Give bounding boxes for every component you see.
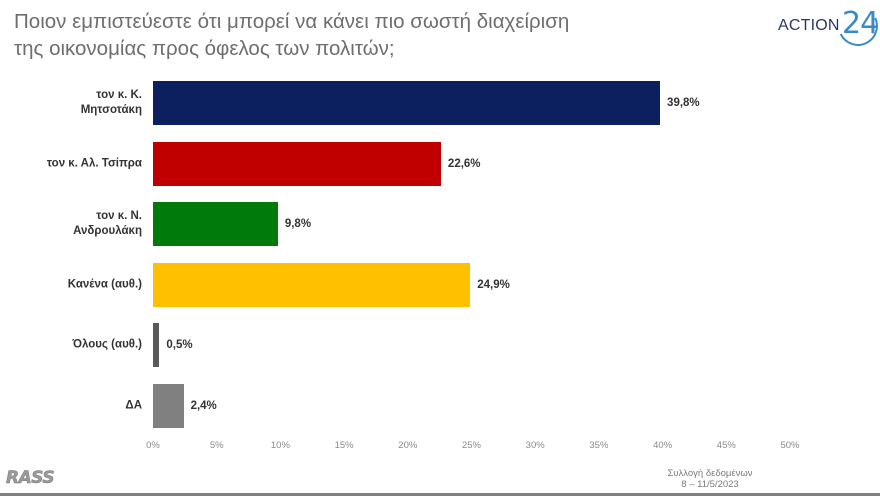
bar-row: Όλους (αυθ.) 0,5% [0, 323, 880, 367]
x-tick: 25% [461, 440, 482, 451]
category-label: ΔΑ [125, 399, 142, 412]
category-label: τον κ. Κ. Μητσοτάκη [80, 89, 142, 116]
category-label: Κανένα (αυθ.) [67, 278, 142, 291]
data-collection-label: Συλλογή δεδομένων [667, 468, 753, 479]
value-label: 9,8% [284, 218, 312, 230]
value-label: 24,9% [477, 279, 510, 291]
x-axis: 0% 5% 10% 15% 20% 25% 30% 35% 40% 45% 50… [0, 440, 880, 454]
x-tick: 20% [398, 440, 418, 451]
category-label: Όλους (αυθ.) [72, 338, 142, 351]
bar-row: τον κ. Κ. Μητσοτάκη 39,8% [0, 81, 880, 125]
bar-row: ΔΑ 2,4% [0, 384, 880, 428]
bar [153, 81, 661, 125]
action24-logo: ACTION 24 [778, 0, 880, 52]
chart-title-line-2: της οικονομίας προς όφελος των πολιτών; [14, 37, 395, 60]
value-label: 22,6% [447, 158, 481, 170]
bar-row: Κανένα (αυθ.) 24,9% [0, 263, 880, 307]
x-tick: 35% [589, 440, 609, 451]
bar-row: τον κ. Ν. Ανδρουλάκη 9,8% [0, 202, 880, 246]
bar [153, 263, 471, 307]
x-tick: 40% [653, 440, 673, 451]
value-label: 0,5% [166, 339, 193, 351]
x-tick: 45% [716, 440, 736, 451]
category-label: τον κ. Αλ. Τσίπρα [46, 157, 142, 170]
x-tick: 15% [334, 440, 354, 451]
value-label: 2,4% [190, 400, 217, 412]
bar-row: τον κ. Αλ. Τσίπρα 22,6% [0, 142, 880, 186]
logo-word: ACTION [778, 17, 840, 34]
x-tick: 30% [525, 440, 545, 451]
bar [153, 323, 160, 367]
data-collection-dates: 8 – 11/5/2023 [681, 479, 739, 490]
bar [153, 202, 278, 246]
bar [153, 142, 441, 186]
chart-title: Ποιον εμπιστεύεστε ότι μπορεί να κάνει π… [14, 8, 674, 62]
chart-title-line-1: Ποιον εμπιστεύεστε ότι μπορεί να κάνει π… [14, 10, 570, 33]
rass-logo: RASS [6, 468, 55, 489]
data-collection-note: Συλλογή δεδομένων 8 – 11/5/2023 [640, 468, 780, 490]
bar [153, 384, 184, 428]
x-tick: 5% [209, 440, 224, 451]
category-label: τον κ. Ν. Ανδρουλάκη [73, 210, 142, 237]
logo-number: 24 [842, 6, 879, 41]
x-tick: 0% [146, 440, 160, 451]
value-label: 39,8% [667, 97, 700, 109]
footer-divider [0, 493, 880, 496]
x-tick: 10% [270, 440, 290, 451]
x-tick: 50% [780, 440, 800, 451]
